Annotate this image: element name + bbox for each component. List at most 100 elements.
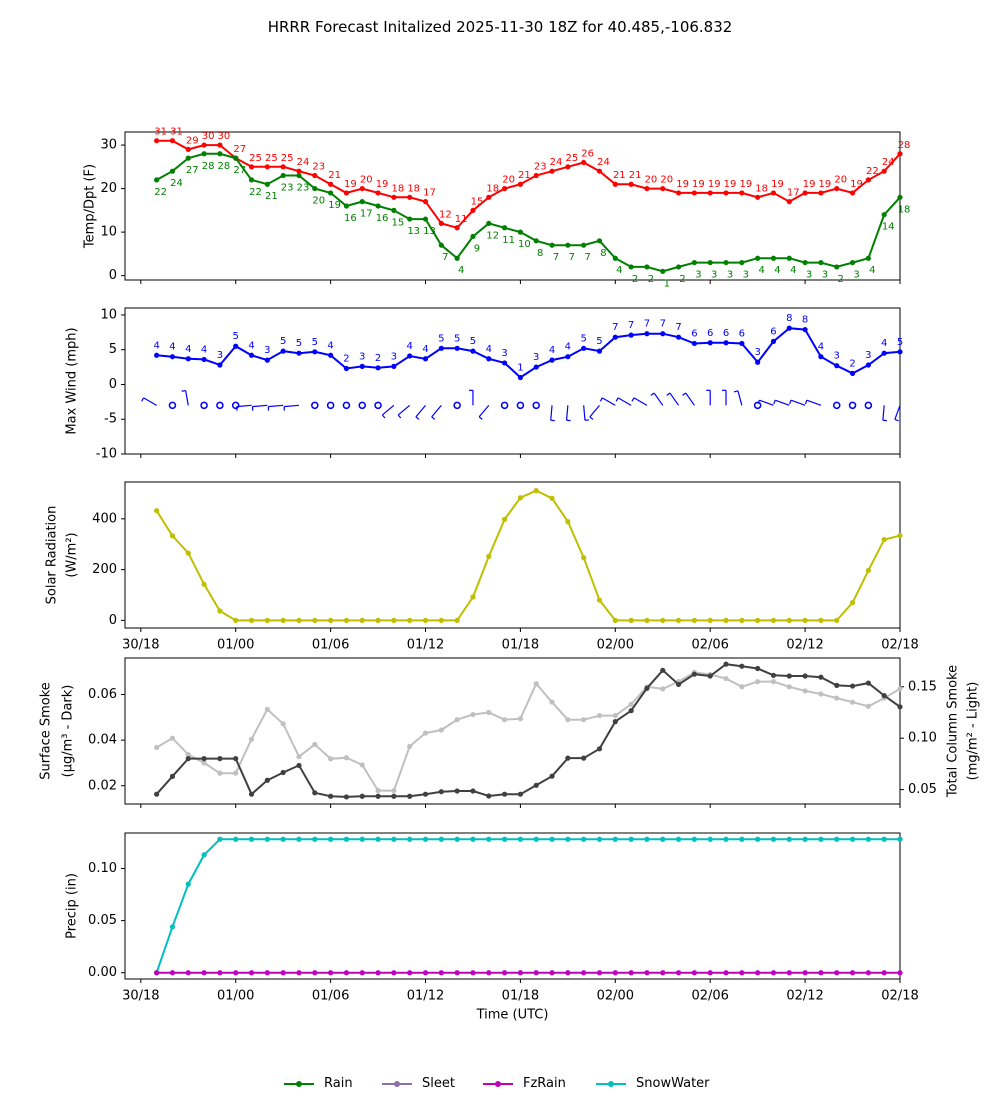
wind-point: [644, 331, 650, 337]
fzrain-point: [264, 970, 270, 976]
snowwater-point: [786, 836, 792, 842]
y-axis-label-units: (μg/m³ - Dark): [61, 685, 76, 778]
fzrain-point: [296, 970, 302, 976]
dewpoint-data-label: 3: [711, 270, 717, 281]
fzrain-point: [375, 970, 381, 976]
fzrain-point: [328, 970, 334, 976]
column-smoke-point: [723, 675, 729, 682]
dewpoint-point: [739, 259, 745, 266]
dewpoint-point: [185, 155, 191, 161]
wind-point: [628, 332, 634, 338]
y-tick-label: 400: [92, 511, 117, 526]
x-tick-label: 01/06: [312, 638, 349, 653]
x-tick-label: 30/18: [122, 989, 159, 1004]
wind-barb: [268, 404, 284, 408]
temp-data-label: 24: [550, 157, 563, 168]
wind-point: [881, 350, 887, 356]
surface-smoke-point: [881, 693, 887, 699]
solar-line: [155, 489, 901, 622]
snowwater-point: [407, 836, 413, 842]
temp-data-label: 31: [154, 127, 167, 138]
surface-smoke-point: [628, 708, 634, 714]
wind-barb: [478, 404, 490, 418]
wind-barb-calm: [216, 401, 224, 410]
y-axis-label: Surface Smoke: [39, 682, 54, 780]
temp-data-label: 19: [850, 179, 863, 190]
y-tick-label: 0.05: [88, 913, 117, 928]
wind-data-label: 3: [834, 351, 840, 362]
wind-barb-flag: [757, 399, 760, 405]
fzrain-point: [217, 970, 223, 976]
wind-barb: [565, 405, 569, 421]
solar-point: [501, 516, 508, 522]
snowwater-point: [660, 836, 666, 842]
fzrain-point: [897, 970, 903, 976]
solar-point: [169, 533, 176, 539]
snowwater-point: [596, 836, 603, 842]
panel-frame-2: [124, 481, 901, 629]
temp-data-label: 18: [407, 183, 420, 194]
wind-barb: [550, 405, 553, 421]
wind-data-label: 5: [454, 333, 460, 344]
wind-data-label: 3: [754, 347, 760, 358]
temp-data-label: 25: [265, 153, 278, 164]
temp-data-label: 18: [486, 183, 499, 194]
wind-barb: [806, 399, 822, 406]
x-tick-label: 02/00: [597, 638, 634, 653]
y-tick-label: -10: [96, 447, 117, 462]
temp-data-label: 19: [692, 179, 705, 190]
temp-data-label: 19: [676, 179, 689, 190]
fzrain-point: [596, 970, 603, 976]
x-tick-label: 01/12: [407, 638, 444, 653]
wind-barb: [397, 404, 411, 416]
legend: Rain Sleet FzRain SnowWater: [0, 1076, 1000, 1096]
wind-data-label: 5: [438, 333, 444, 344]
dewpoint-data-label: 23: [297, 183, 310, 194]
wind-point: [786, 325, 792, 331]
temp-point: [217, 142, 223, 148]
temp-data-label: 25: [281, 153, 294, 164]
dewpoint-data-label: 7: [553, 252, 559, 263]
column-smoke-point: [834, 695, 840, 701]
temp-point: [501, 185, 508, 192]
snowwater-point: [233, 836, 239, 842]
solar-point: [280, 617, 286, 623]
dewpoint-point: [470, 233, 476, 240]
temp-point: [169, 138, 176, 144]
wind-barb-flag: [478, 416, 483, 420]
wind-data-label: 7: [612, 322, 618, 333]
temp-data-label: 30: [202, 131, 215, 142]
dewpoint-line: [156, 152, 901, 273]
wind-point: [422, 356, 429, 362]
dewpoint-data-label: 23: [281, 183, 294, 194]
snowwater-point: [628, 836, 634, 842]
y-tick-label: 200: [92, 562, 117, 577]
temp-point: [438, 220, 444, 227]
temp-data-label: 24: [597, 157, 610, 168]
dewpoint-point: [723, 259, 729, 266]
surface-smoke-point: [233, 756, 239, 762]
snowwater-point: [549, 836, 555, 842]
solar-point: [897, 532, 903, 539]
snowwater-point: [454, 836, 460, 842]
solar-point: [834, 617, 840, 623]
y-tick-label: 0: [109, 377, 117, 392]
snowwater-point: [612, 836, 618, 842]
wind-barb-calm: [848, 401, 857, 410]
wind-point: [691, 340, 697, 347]
solar-point: [707, 617, 713, 623]
dewpoint-data-label: 7: [584, 252, 590, 263]
wind-data-label: 4: [248, 340, 254, 351]
snowwater-point: [375, 836, 381, 842]
dewpoint-data-label: 24: [170, 178, 183, 189]
column-smoke-point: [596, 712, 603, 719]
snowwater-point: [865, 836, 871, 842]
wind-data-label: 7: [675, 322, 681, 333]
wind-data-label: 3: [264, 345, 270, 356]
wind-barb-calm: [358, 401, 366, 410]
temp-point: [865, 177, 871, 183]
solar-point: [517, 495, 524, 501]
surface-smoke-point: [549, 773, 555, 779]
fzrain-point: [407, 970, 413, 976]
snowwater-point: [501, 836, 508, 842]
